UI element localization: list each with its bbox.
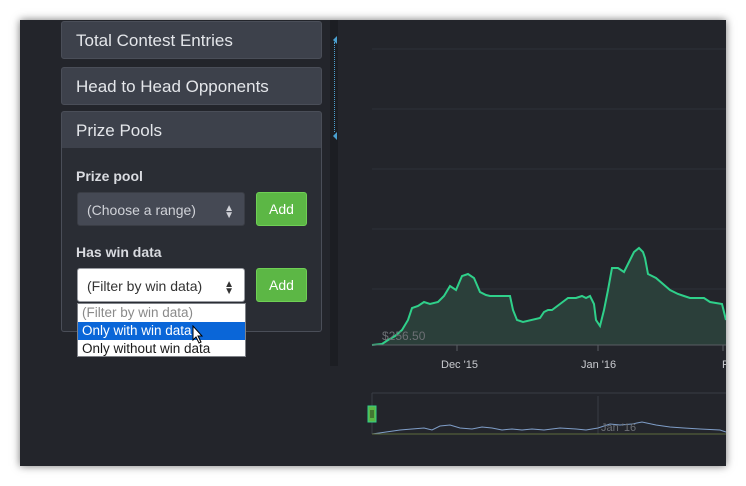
panel-prize-pools[interactable]: Prize Pools xyxy=(61,111,322,149)
win-data-add-button[interactable]: Add xyxy=(256,268,307,302)
win-data-select[interactable]: (Filter by win data) ▲ ▼ xyxy=(77,268,245,302)
dropdown-option-only-without-win-data[interactable]: Only without win data xyxy=(82,341,211,356)
series-area xyxy=(372,248,726,345)
chart-area: $256.50 Dec '15 Jan '16 F Jan '16 xyxy=(367,48,726,435)
x-tick-label-dec: Dec '15 xyxy=(441,359,478,371)
has-win-data-label: Has win data xyxy=(76,244,162,260)
navigator-handle xyxy=(367,405,377,423)
app-window: Total Contest Entries Head to Head Oppon… xyxy=(20,20,726,466)
dropdown-option-placeholder[interactable]: (Filter by win data) xyxy=(82,305,194,320)
navigator-line xyxy=(371,421,726,435)
panel-resize-handle[interactable] xyxy=(330,20,338,366)
min-value-label: $256.50 xyxy=(382,329,426,343)
navigator: Jan '16 xyxy=(367,392,726,435)
prize-pool-label: Prize pool xyxy=(76,168,143,184)
x-tick-label-jan: Jan '16 xyxy=(581,359,616,371)
select-arrows-icon: ▲ ▼ xyxy=(224,203,234,221)
panel-label: Prize Pools xyxy=(76,121,162,140)
collapse-arrows-icon xyxy=(333,36,337,140)
win-data-dropdown-list: (Filter by win data) Only with win data … xyxy=(77,303,246,357)
navigator-tick-label: Jan '16 xyxy=(601,422,636,434)
panel-total-contest-entries[interactable]: Total Contest Entries xyxy=(61,21,322,59)
x-tick-label-feb: F xyxy=(722,359,726,371)
prize-pool-select-value: (Choose a range) xyxy=(87,202,196,218)
select-arrows-icon: ▲ ▼ xyxy=(224,279,234,297)
resize-dots xyxy=(334,42,336,132)
dropdown-option-only-with-win-data[interactable]: Only with win data xyxy=(78,322,245,340)
win-data-select-value: (Filter by win data) xyxy=(87,278,203,294)
panel-label: Total Contest Entries xyxy=(76,31,233,50)
gridlines xyxy=(372,48,726,290)
panel-head-to-head-opponents[interactable]: Head to Head Opponents xyxy=(61,67,322,105)
mouse-cursor-icon xyxy=(192,325,204,344)
series-line xyxy=(371,246,726,346)
prize-pool-add-button[interactable]: Add xyxy=(256,192,307,226)
panel-label: Head to Head Opponents xyxy=(76,77,269,96)
prize-pool-select[interactable]: (Choose a range) ▲ ▼ xyxy=(77,192,245,226)
